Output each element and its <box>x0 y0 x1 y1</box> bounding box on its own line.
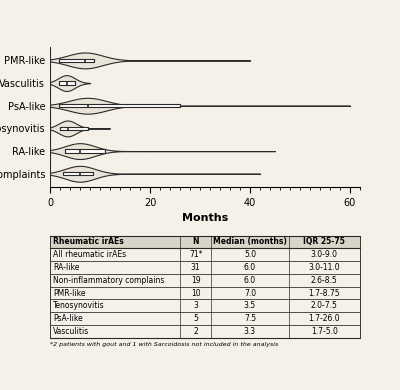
Text: 19: 19 <box>191 276 200 285</box>
Text: 3.0-9.0: 3.0-9.0 <box>311 250 338 259</box>
Text: 10: 10 <box>191 289 200 298</box>
Bar <box>58 82 75 85</box>
Bar <box>63 172 92 176</box>
Text: 1.7-5.0: 1.7-5.0 <box>311 327 338 336</box>
Text: 71*: 71* <box>189 250 202 259</box>
FancyBboxPatch shape <box>50 287 360 300</box>
X-axis label: Months: Months <box>182 213 228 223</box>
Text: Median (months): Median (months) <box>213 238 287 246</box>
Text: 5.0: 5.0 <box>244 250 256 259</box>
Bar <box>58 104 180 108</box>
FancyBboxPatch shape <box>50 312 360 325</box>
Text: 2.0-7.5: 2.0-7.5 <box>311 301 338 310</box>
Bar <box>65 149 105 153</box>
Text: RA-like: RA-like <box>53 263 80 272</box>
Text: 1.7-8.75: 1.7-8.75 <box>308 289 340 298</box>
Text: 3.5: 3.5 <box>244 301 256 310</box>
Text: 6.0: 6.0 <box>244 276 256 285</box>
Text: 31: 31 <box>191 263 200 272</box>
Text: 2: 2 <box>193 327 198 336</box>
Text: 2.6-8.5: 2.6-8.5 <box>311 276 338 285</box>
Text: All rheumatic irAEs: All rheumatic irAEs <box>53 250 126 259</box>
Text: 3.0-11.0: 3.0-11.0 <box>308 263 340 272</box>
Text: Vasculitis: Vasculitis <box>53 327 89 336</box>
FancyBboxPatch shape <box>50 274 360 287</box>
Text: IQR 25-75: IQR 25-75 <box>304 238 345 246</box>
Text: PsA-like: PsA-like <box>53 314 83 323</box>
Bar <box>58 59 94 62</box>
FancyBboxPatch shape <box>50 248 360 261</box>
Text: Non-inflammatory complains: Non-inflammatory complains <box>53 276 164 285</box>
Text: Rheumatic irAEs: Rheumatic irAEs <box>53 238 124 246</box>
Text: Tenosynovitis: Tenosynovitis <box>53 301 105 310</box>
FancyBboxPatch shape <box>50 236 360 248</box>
Text: 6.0: 6.0 <box>244 263 256 272</box>
FancyBboxPatch shape <box>50 300 360 312</box>
Text: *2 patients with gout and 1 with Sarcoidosis not included in the analysis: *2 patients with gout and 1 with Sarcoid… <box>50 342 278 347</box>
Text: 3.3: 3.3 <box>244 327 256 336</box>
Text: 5: 5 <box>193 314 198 323</box>
Text: N: N <box>192 238 199 246</box>
Text: PMR-like: PMR-like <box>53 289 86 298</box>
Bar <box>60 127 88 130</box>
Text: 1.7-26.0: 1.7-26.0 <box>308 314 340 323</box>
FancyBboxPatch shape <box>50 325 360 338</box>
Text: 3: 3 <box>193 301 198 310</box>
FancyBboxPatch shape <box>50 261 360 274</box>
Text: 7.0: 7.0 <box>244 289 256 298</box>
Text: 7.5: 7.5 <box>244 314 256 323</box>
